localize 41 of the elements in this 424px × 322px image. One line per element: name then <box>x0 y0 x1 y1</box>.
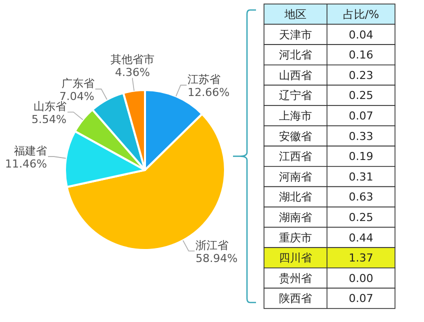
slice-label: 其他省市 <box>110 52 154 66</box>
text: 0.25 <box>348 89 374 102</box>
text: 0.25 <box>348 211 374 224</box>
category-label: 湖北省 <box>279 190 312 204</box>
text: 0.16 <box>348 48 374 62</box>
data-label: 58.94% <box>196 252 238 265</box>
category-label: 重庆市 <box>279 231 312 244</box>
category-label: 河北省 <box>279 48 312 62</box>
category-label: 陕西省 <box>279 292 312 306</box>
category-label: 安徽省 <box>279 130 312 143</box>
text: 0.44 <box>348 231 374 244</box>
slice-label: 浙江省 <box>196 238 229 252</box>
data-label: 4.36% <box>114 66 150 79</box>
text: 0.33 <box>348 130 374 143</box>
slice-label: 江苏省 <box>188 73 221 86</box>
category-label: 河南省 <box>279 170 312 184</box>
text: 地区 <box>284 8 306 21</box>
category-label: 辽宁省 <box>279 89 312 102</box>
category-label: 天津市 <box>279 28 312 42</box>
text: 1.37 <box>348 252 374 265</box>
text: 0.00 <box>348 272 374 285</box>
category-label: 江西省 <box>279 150 312 164</box>
slice-label: 山东省 <box>33 100 66 114</box>
category-label: 四川省 <box>279 252 312 265</box>
slice-label: 广东省 <box>61 77 94 90</box>
text: 0.63 <box>348 190 374 204</box>
data-label: 12.66% <box>188 86 230 100</box>
category-label: 山西省 <box>279 68 312 82</box>
data-label: 11.46% <box>5 158 47 171</box>
text: 0.23 <box>348 68 374 82</box>
data-label: 5.54% <box>32 113 66 126</box>
text: 占比/% <box>342 8 380 21</box>
category-label: 湖南省 <box>279 211 312 224</box>
text: 0.19 <box>348 150 374 164</box>
category-label: 贵州省 <box>279 272 312 285</box>
slice-label: 福建省 <box>14 144 47 158</box>
text: 0.07 <box>348 292 374 306</box>
text: 0.04 <box>348 28 374 42</box>
text: 0.31 <box>348 170 374 184</box>
category-label: 上海市 <box>279 110 312 122</box>
text: 0.07 <box>348 110 374 122</box>
